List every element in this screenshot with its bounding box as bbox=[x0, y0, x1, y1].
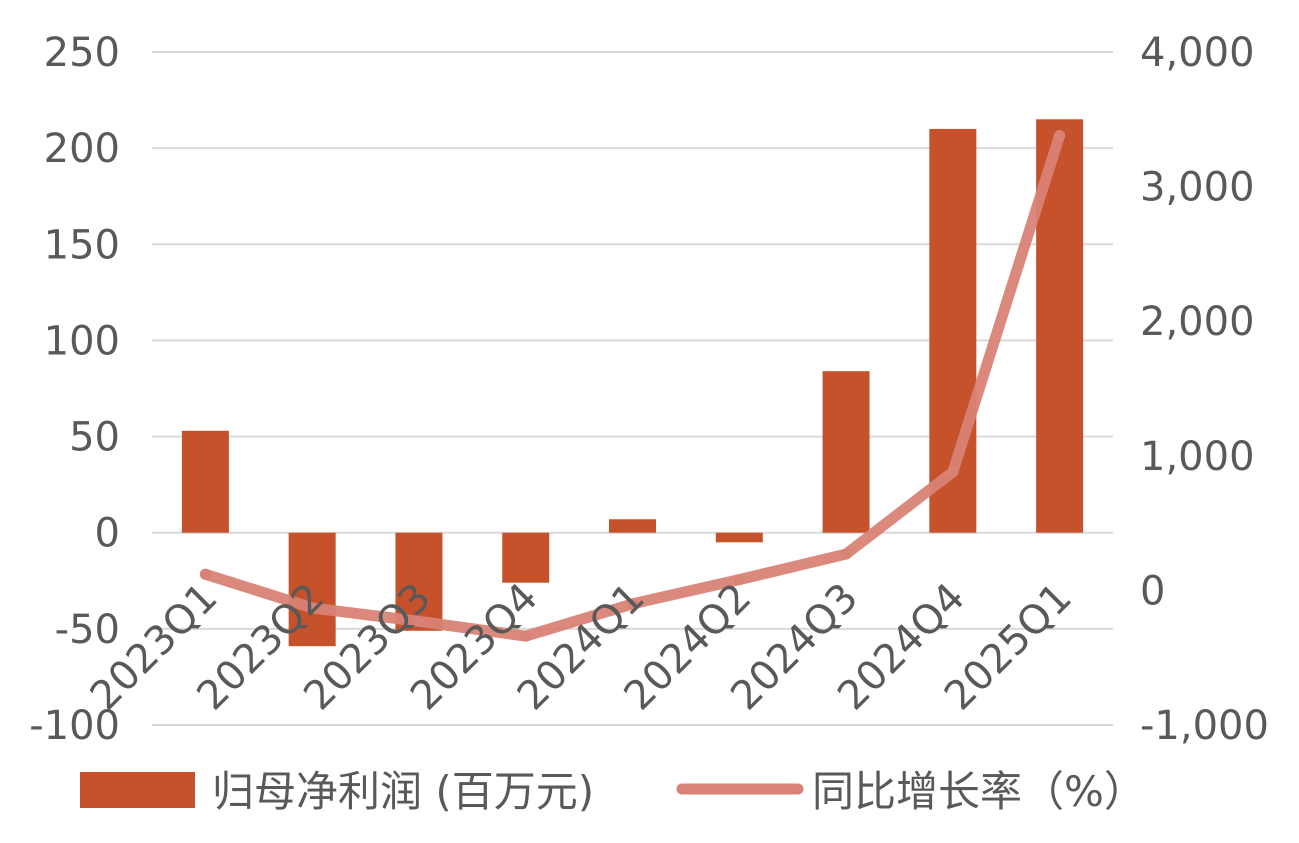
left-tick-label: 150 bbox=[44, 222, 120, 268]
bar-2023Q4 bbox=[502, 532, 550, 583]
right-tick-label: 2,000 bbox=[1140, 299, 1255, 345]
right-tick-label: 0 bbox=[1140, 568, 1165, 614]
line-point-2024Q1 bbox=[627, 598, 638, 610]
line-point-2025Q1 bbox=[1054, 129, 1066, 141]
left-axis-ticks: -100 -50 0 50 100 150 200 250 bbox=[29, 30, 120, 749]
left-tick-label: 200 bbox=[44, 126, 120, 172]
bar-2023Q1 bbox=[181, 430, 229, 533]
bar-series bbox=[181, 119, 1084, 647]
bar-2024Q1 bbox=[609, 519, 656, 533]
legend-bar-swatch bbox=[80, 772, 195, 808]
line-point-2024Q3 bbox=[840, 548, 852, 560]
line-series bbox=[199, 129, 1066, 642]
left-tick-label: -50 bbox=[55, 607, 120, 653]
right-tick-label: 4,000 bbox=[1140, 30, 1255, 76]
right-tick-label: 3,000 bbox=[1140, 165, 1255, 211]
left-tick-label: 50 bbox=[69, 415, 120, 461]
line-point-2024Q4 bbox=[947, 466, 959, 478]
line-point-2024Q2 bbox=[733, 574, 745, 586]
legend-bar-label: 归母净利润 (百万元) bbox=[212, 767, 594, 816]
left-tick-label: -100 bbox=[29, 703, 120, 749]
line-point-2023Q4 bbox=[520, 630, 532, 642]
right-axis-ticks: -1,000 0 1,000 2,000 3,000 4,000 bbox=[1140, 30, 1269, 749]
left-tick-label: 0 bbox=[95, 511, 120, 557]
right-tick-label: -1,000 bbox=[1140, 703, 1269, 749]
line-point-2023Q1 bbox=[199, 568, 211, 580]
category-labels: 2023Q12023Q22023Q32023Q42024Q12024Q22024… bbox=[82, 575, 1081, 720]
bar-2024Q3 bbox=[822, 371, 870, 533]
bar-2024Q2 bbox=[715, 532, 763, 543]
line-point-2023Q3 bbox=[413, 615, 425, 627]
right-tick-label: 1,000 bbox=[1140, 434, 1255, 480]
legend-line-label: 同比增长率（%） bbox=[812, 767, 1146, 816]
legend: 归母净利润 (百万元) 同比增长率（%） bbox=[80, 767, 1146, 816]
left-tick-label: 250 bbox=[44, 30, 120, 76]
line-point-2023Q2 bbox=[306, 602, 318, 614]
bar-2023Q2 bbox=[288, 532, 336, 647]
left-tick-label: 100 bbox=[44, 318, 120, 364]
